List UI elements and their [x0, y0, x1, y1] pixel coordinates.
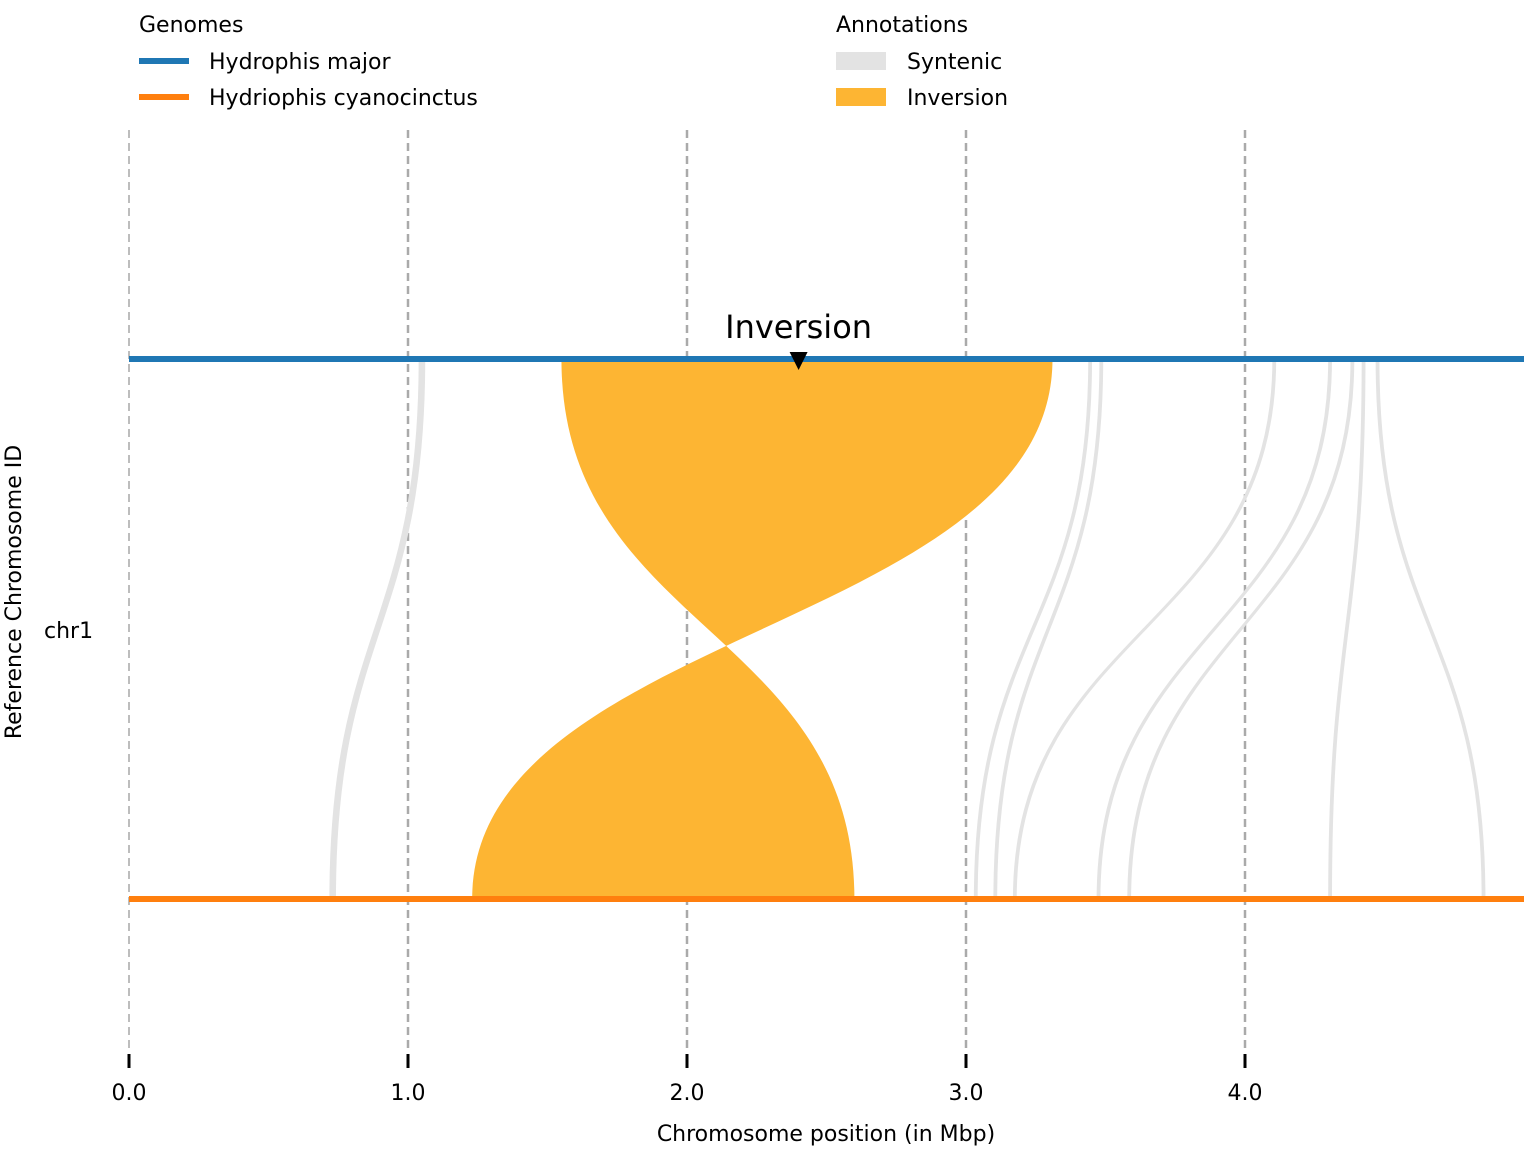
x-tick-label-1: 1.0 — [391, 1081, 426, 1106]
annotation-legend-swatch-1 — [836, 88, 886, 106]
annotation-legend-label-0: Syntenic — [907, 50, 1002, 75]
x-tick-label-4: 4.0 — [1228, 1081, 1263, 1106]
x-axis-label: Chromosome position (in Mbp) — [657, 1122, 995, 1147]
syntenic-ribbon-0 — [329, 358, 426, 900]
chromosome-bars — [129, 356, 1524, 902]
syntenic-ribbon-8 — [1375, 358, 1486, 900]
annotation-markers: Inversion — [725, 308, 872, 370]
annotation-label-0: Inversion — [725, 308, 872, 346]
annotation-marker-0 — [789, 352, 808, 370]
syntenic-ribbon-6 — [1127, 358, 1355, 900]
x-axis: 0.0 1.0 2.0 3.0 4.0 — [112, 1054, 1263, 1106]
genome-legend-label-1: Hydriophis cyanocinctus — [209, 86, 478, 111]
legends: Genomes Hydrophis major Hydriophis cyanoci… — [139, 13, 1008, 111]
syntenic-ribbon-4 — [1012, 358, 1277, 900]
annotation-legend-label-1: Inversion — [907, 86, 1008, 111]
syntenic-ribbon-7 — [1328, 358, 1366, 900]
x-tick-label-0: 0.0 — [112, 1081, 147, 1106]
x-tick-label-2: 2.0 — [670, 1081, 705, 1106]
genomes-legend-title: Genomes — [139, 13, 243, 38]
chromosome-label: chr1 — [44, 619, 93, 644]
syntenic-ribbon-5 — [1096, 358, 1332, 900]
y-axis-label: Reference Chromosome ID — [2, 445, 27, 739]
genome-legend-label-0: Hydrophis major — [209, 50, 392, 75]
inversion-ribbon-1 — [472, 359, 1053, 899]
alignment-ribbons — [329, 358, 1486, 900]
x-tick-label-3: 3.0 — [949, 1081, 984, 1106]
annotation-legend-swatch-0 — [836, 52, 886, 70]
annotations-legend-title: Annotations — [836, 13, 968, 38]
